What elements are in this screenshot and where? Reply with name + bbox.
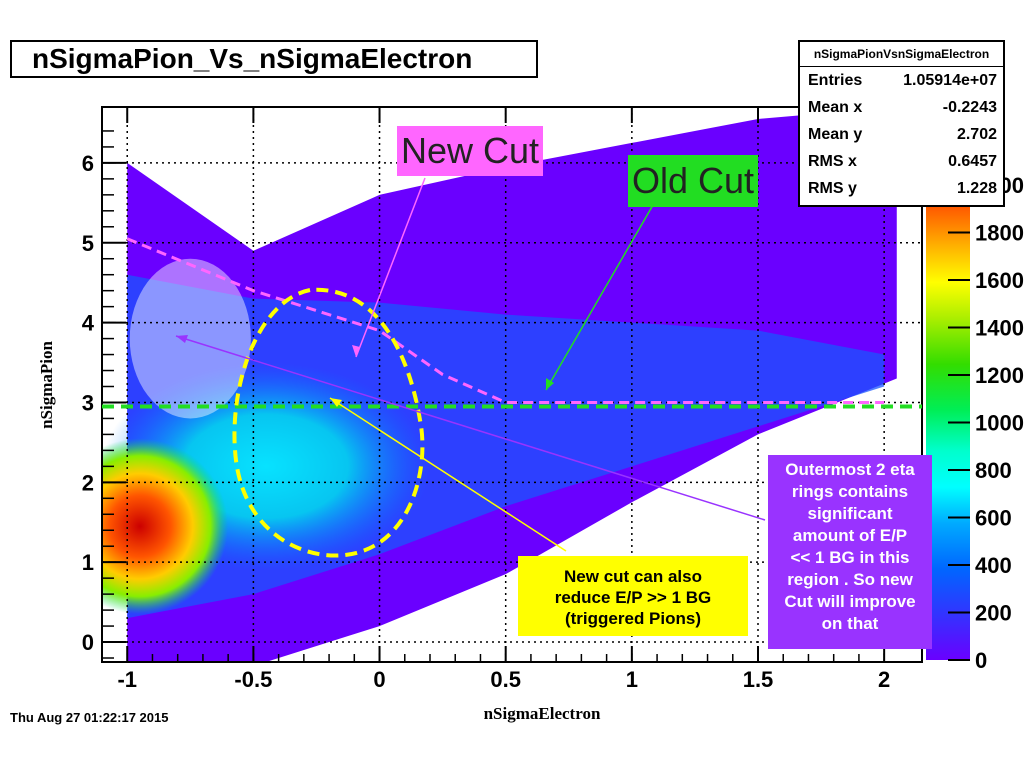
purple-annotation-line: region . So new (787, 570, 913, 589)
chart-title: nSigmaPion_Vs_nSigmaElectron (10, 40, 538, 78)
colorbar (926, 205, 970, 660)
x-tick-label: 1.5 (743, 667, 774, 692)
stats-rms-x-value: 0.6457 (948, 153, 997, 170)
y-tick-label: 6 (82, 151, 94, 176)
x-tick-label: -0.5 (234, 667, 272, 692)
colorbar-label: 200 (975, 601, 1012, 626)
colorbar-label: 1800 (975, 221, 1024, 246)
new-cut-label: New Cut (397, 126, 543, 176)
y-tick-label: 5 (82, 231, 94, 256)
x-tick-label: 2 (878, 667, 890, 692)
stats-name: nSigmaPionVsnSigmaElectron (800, 42, 1003, 67)
stats-box: nSigmaPionVsnSigmaElectron Entries 1.0591… (798, 40, 1005, 207)
x-axis-label: nSigmaElectron (484, 704, 601, 723)
colorbar-label: 800 (975, 458, 1012, 483)
new-cut-arrowhead (352, 345, 360, 357)
yellow-note-arrow (329, 397, 567, 552)
colorbar-label: 1400 (975, 316, 1024, 341)
purple-annotation: Outermost 2 eta rings contains significa… (768, 455, 932, 649)
y-tick-label: 1 (82, 550, 94, 575)
purple-annotation-line: significant (807, 504, 893, 523)
y-tick-labels: 0 1 2 3 4 5 6 (82, 151, 95, 655)
old-cut-arrow (545, 204, 654, 391)
y-axis-label: nSigmaPion (37, 341, 56, 429)
x-tick-label: 1 (626, 667, 638, 692)
stats-entries-value: 1.05914e+07 (903, 72, 997, 89)
purple-note-arrow (175, 335, 766, 521)
x-tick-label: 0.5 (490, 667, 521, 692)
y-tick-label: 2 (82, 470, 94, 495)
purple-annotation-line: << 1 BG in this (790, 548, 910, 567)
y-tick-label: 0 (82, 630, 94, 655)
plot-frame (101, 106, 923, 663)
purple-annotation-line: rings contains (791, 482, 909, 501)
old-cut-arrowhead (546, 378, 554, 390)
purple-note-arrowhead (176, 335, 188, 343)
yellow-annotation-line: reduce E/P >> 1 BG (554, 588, 712, 607)
stats-row-rms-y: RMS y 1.228 (800, 175, 1003, 202)
yellow-annotation: New cut can also reduce E/P >> 1 BG (tri… (518, 556, 748, 636)
yellow-dashed-region (232, 287, 425, 558)
purple-annotation-line: on that (821, 614, 879, 633)
colorbar-label: 1200 (975, 363, 1024, 388)
timestamp: Thu Aug 27 01:22:17 2015 (10, 710, 169, 725)
x-tick-label: 0 (373, 667, 385, 692)
highlight-ellipse (129, 258, 251, 419)
y-tick-label: 3 (82, 390, 94, 415)
stats-row-mean-y: Mean y 2.702 (800, 121, 1003, 148)
stats-row-entries: Entries 1.05914e+07 (800, 67, 1003, 94)
stats-row-rms-x: RMS x 0.6457 (800, 148, 1003, 175)
stats-mean-y-value: 2.702 (956, 126, 997, 143)
heatmap-band (102, 107, 897, 662)
yellow-annotation-line: (triggered Pions) (564, 609, 701, 628)
colorbar-label: 1000 (975, 411, 1024, 436)
stats-mean-x-value: -0.2243 (942, 99, 997, 116)
y-tick-label: 4 (82, 311, 95, 336)
heatmap-hot-region (102, 438, 229, 615)
x-tick-label: -1 (117, 667, 137, 692)
new-cut-arrow (355, 177, 426, 358)
old-cut-label: Old Cut (628, 155, 758, 207)
colorbar-label: 1600 (975, 268, 1024, 293)
stats-row-mean-x: Mean x -0.2243 (800, 94, 1003, 121)
yellow-annotation-line: New cut can also (564, 567, 702, 586)
purple-annotation-line: Outermost 2 eta (785, 460, 915, 479)
colorbar-label: 600 (975, 506, 1012, 531)
purple-annotation-line: Cut will improve (784, 592, 916, 611)
new-cut-line (126, 237, 885, 404)
colorbar-label: 0 (975, 648, 987, 673)
purple-annotation-line: amount of E/P (792, 526, 908, 545)
x-tick-labels: -1 -0.5 0 0.5 1 1.5 2 (117, 667, 890, 692)
colorbar-label: 400 (975, 553, 1012, 578)
stats-rms-y-value: 1.228 (956, 180, 997, 197)
yellow-note-arrowhead (330, 398, 342, 407)
